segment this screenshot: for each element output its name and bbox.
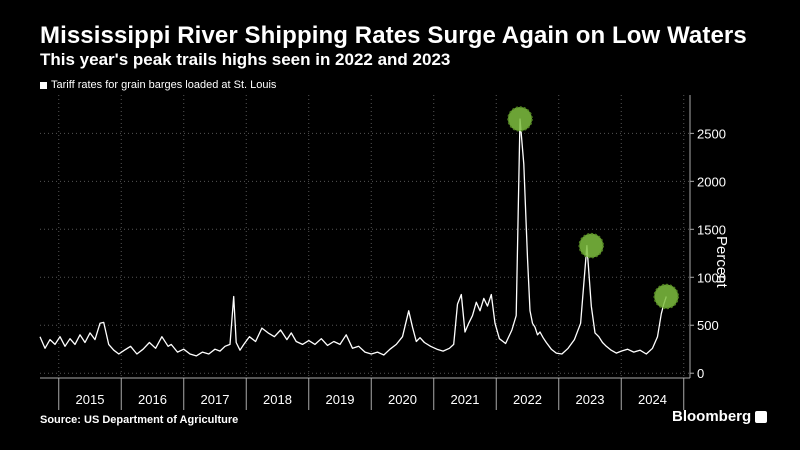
bloomberg-logo: Bloomberg	[672, 408, 768, 425]
x-tick-label: 2021	[451, 392, 480, 407]
legend-swatch	[40, 81, 47, 89]
x-tick-label: 2015	[76, 392, 105, 407]
series-line	[39, 118, 667, 357]
y-tick-label: 500	[697, 318, 719, 333]
x-tick-label: 2017	[201, 392, 230, 407]
source-note: Source: US Department of Agriculture	[40, 414, 239, 426]
legend: Tariff rates for grain barges loaded at …	[40, 79, 276, 91]
peak-highlight-circle	[653, 283, 679, 310]
y-tick-label: 1000	[697, 270, 726, 285]
y-tick-label: 1500	[697, 222, 726, 237]
brand-badge-icon	[755, 410, 768, 423]
brand-name: Bloomberg	[672, 408, 752, 425]
y-tick-label: 2500	[697, 126, 726, 141]
chart-subtitle: This year's peak trails highs seen in 20…	[40, 50, 451, 69]
x-tick-label: 2023	[576, 392, 605, 407]
y-tick-label: 2000	[697, 174, 726, 189]
chart-title: Mississippi River Shipping Rates Surge A…	[40, 22, 747, 49]
y-axis-label: Percent	[713, 236, 730, 288]
peak-highlight-circle	[578, 232, 604, 259]
legend-label: Tariff rates for grain barges loaded at …	[51, 79, 277, 91]
x-tick-label: 2019	[326, 392, 355, 407]
x-tick-label: 2024	[638, 392, 667, 407]
x-tick-label: 2020	[388, 392, 417, 407]
y-tick-label: 0	[697, 366, 704, 381]
x-tick-label: 2018	[263, 392, 292, 407]
x-tick-label: 2016	[138, 392, 167, 407]
x-tick-label: 2022	[513, 392, 542, 407]
peak-highlight-circle	[507, 106, 533, 132]
